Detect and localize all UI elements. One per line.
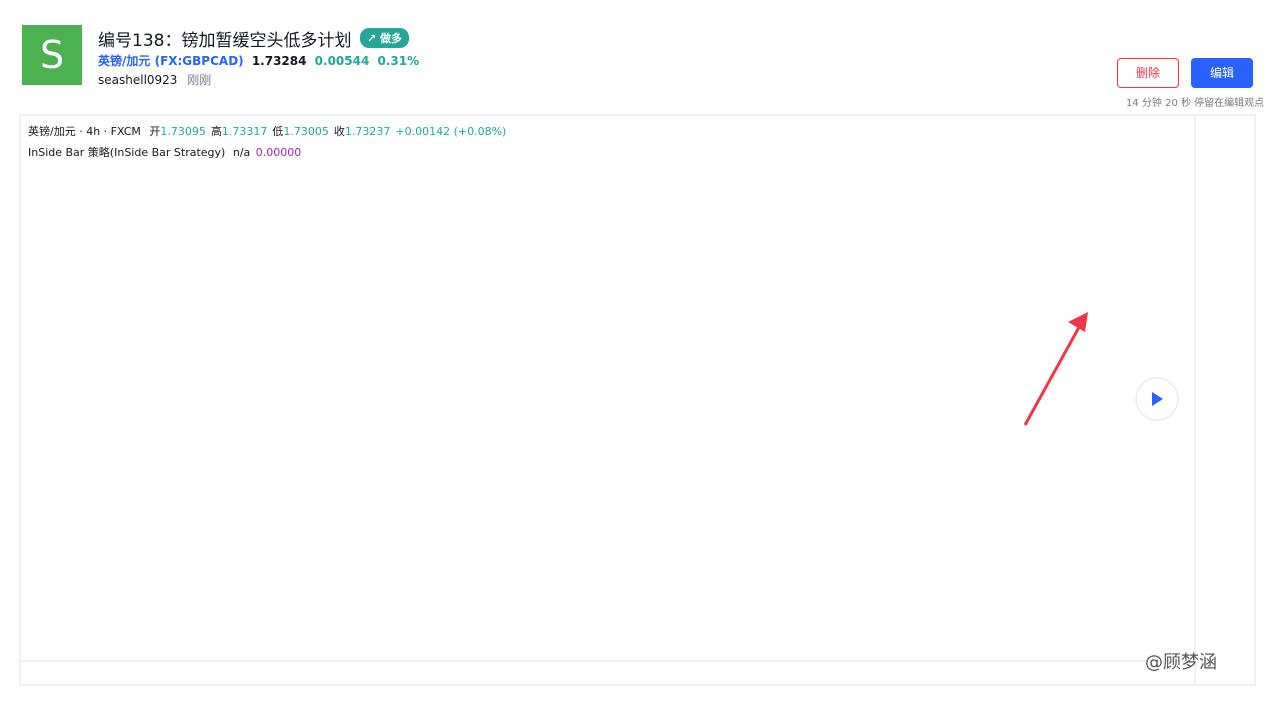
- ohlc-item: 高: [210, 125, 222, 138]
- idea-title: 编号138：镑加暂缓空头低多计划: [98, 31, 352, 51]
- arrow-shaft: [1023, 319, 1085, 426]
- ohlc-item: 开: [149, 125, 161, 138]
- ohlc-item: 低: [272, 125, 284, 138]
- tag[interactable]: ↗ 做多: [360, 28, 410, 48]
- legend-symbol: 英镑/加元 · 4h · FXCM: [28, 125, 141, 138]
- chart-legend: 英镑/加元 · 4h · FXCM 开1.73095 高1.73317 低1.730…: [28, 123, 506, 139]
- chart-frame: [19, 114, 1256, 686]
- strategy: InSide Bar 策略(InSide Bar Strategy): [28, 146, 226, 159]
- strategy-na: n/a: [232, 146, 251, 159]
- ohlc-item: 收: [333, 125, 345, 138]
- ohlc-item: 1.73317: [221, 125, 268, 138]
- watermark: @顾梦涵: [1145, 652, 1217, 673]
- logo: S: [22, 25, 82, 85]
- symbol-code[interactable]: (FX:GBPCAD): [154, 54, 244, 68]
- view-time: 14 分钟 20 秒 停留在编辑观点: [1126, 98, 1265, 109]
- change-pct: 0.31%: [377, 54, 420, 68]
- price: 1.73284: [251, 54, 307, 68]
- symbol-name[interactable]: 英镑/加元: [98, 54, 151, 68]
- ohlc-item: +0.00142 (+0.08%): [395, 125, 507, 138]
- ohlc: 开1.73095 高1.73317 低1.73005 收1.73237 +0.00142…: [144, 125, 506, 138]
- change: 0.00544: [314, 54, 370, 68]
- time: 刚刚: [187, 73, 212, 87]
- symbol-line: 英镑/加元 (FX:GBPCAD) 1.73284 0.00544 0.31%: [98, 52, 419, 69]
- strategy-legend: InSide Bar 策略(InSide Bar Strategy) n/a 0…: [28, 144, 301, 160]
- ohlc-item: 1.73095: [160, 125, 206, 138]
- author[interactable]: seashell0923: [98, 73, 178, 87]
- play-icon: [1152, 392, 1163, 406]
- edit-button[interactable]: 编辑: [1191, 58, 1253, 88]
- strategy-value: 0.00000: [255, 146, 302, 159]
- ohlc-item: 1.73005: [283, 125, 329, 138]
- ohlc-item: 1.73237: [344, 125, 391, 138]
- play-button[interactable]: [1135, 377, 1179, 421]
- delete-button[interactable]: 删除: [1117, 58, 1179, 88]
- arrow-head: [1068, 312, 1088, 332]
- author-line: seashell0923 刚刚: [98, 71, 211, 88]
